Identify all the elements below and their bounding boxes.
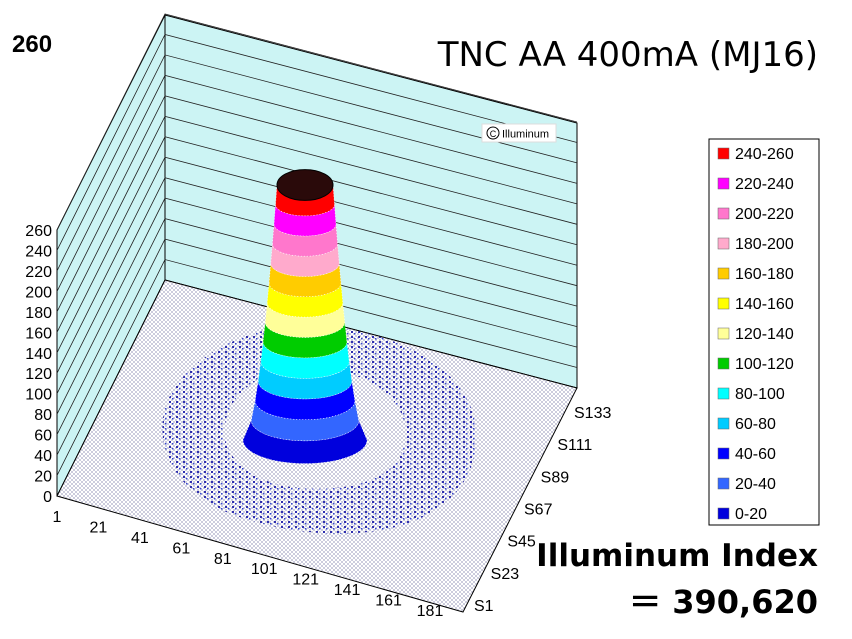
chart-title: TNC AA 400mA (MJ16): [437, 35, 818, 75]
wall-gridline: [56, 238, 578, 456]
z-tick-label: 240: [25, 243, 52, 260]
y-axis-ticks: S1 S23 S45 S67 S89 S111 S133: [474, 405, 611, 615]
index-label: Illuminum Index: [536, 538, 818, 574]
legend-label: 140-160: [735, 296, 794, 313]
wall-gridline: [56, 33, 578, 251]
x-tick-label: 101: [251, 561, 278, 578]
index-value: ＝ 390,620: [629, 583, 818, 621]
z-tick-label: 80: [34, 407, 52, 424]
legend-label: 0-20: [735, 506, 767, 523]
wall-gridline: [56, 115, 578, 333]
legend-swatch: [717, 147, 730, 160]
z-tick-label: 20: [34, 469, 52, 486]
z-tick-label: 120: [25, 366, 52, 383]
floor-scatter: [162, 325, 477, 534]
peak-band: [242, 420, 368, 464]
svg-text:C: C: [490, 129, 497, 139]
legend-swatch: [717, 177, 730, 190]
y-tick-label: S111: [557, 437, 592, 454]
peak-band: [268, 263, 342, 298]
wall-gridline: [56, 259, 578, 476]
legend-label: 100-120: [735, 356, 794, 373]
legend-swatch: [717, 237, 730, 250]
copyright-text: Illuminum: [502, 129, 549, 141]
y-tick-label: S45: [507, 534, 536, 551]
peak-band: [266, 283, 344, 318]
z-tick-label: 160: [25, 325, 52, 342]
z-tick-label: 60: [34, 428, 52, 445]
peak-column: [242, 169, 368, 464]
x-tick-label: 141: [334, 582, 361, 599]
wall-gridline: [56, 197, 578, 415]
legend-label: 60-80: [735, 416, 776, 433]
legend-swatch: [717, 357, 730, 370]
x-tick-label: 21: [90, 519, 108, 536]
wall-gridline: [56, 74, 578, 292]
copyright-badge: C Illuminum: [481, 123, 557, 143]
z-tick-label: 200: [25, 284, 52, 301]
z-tick-label: 260: [25, 223, 52, 240]
y-tick-label: S133: [574, 405, 611, 422]
x-tick-label: 81: [214, 551, 232, 568]
wall-gridline: [56, 218, 578, 435]
peak-band: [264, 302, 346, 338]
z-tick-label: 40: [34, 448, 52, 465]
z-tick-label: 0: [43, 489, 52, 506]
wall-gridline: [56, 13, 578, 231]
peak-cap: [276, 169, 334, 201]
peak-band: [250, 400, 360, 442]
y-tick-label: S23: [491, 566, 520, 583]
legend-swatch: [717, 387, 730, 400]
wall-gridline: [56, 136, 578, 353]
legend-swatch: [717, 417, 730, 430]
wall-gridline: [56, 177, 578, 394]
legend-label: 40-60: [735, 446, 776, 463]
x-tick-label: 121: [292, 572, 319, 589]
y-tick-label: S89: [541, 469, 570, 486]
z-tick-label: 220: [25, 264, 52, 281]
legend-label: 220-240: [735, 176, 794, 193]
legend-label: 200-220: [735, 206, 794, 223]
y-tick-label: S1: [474, 598, 494, 615]
x-tick-label: 161: [375, 593, 402, 610]
legend-swatch: [717, 267, 730, 280]
wall-gridline: [56, 54, 578, 272]
x-tick-label: 41: [131, 530, 149, 547]
z-axis-ticks: 0 20 40 60 80 100 120 140 160 180 200 220 240 260: [25, 223, 52, 506]
legend-label: 120-140: [735, 326, 794, 343]
legend-label: 240-260: [735, 146, 794, 163]
wall-gridline: [56, 95, 578, 313]
legend-swatch: [717, 327, 730, 340]
legend-swatch: [717, 447, 730, 460]
legend-items: 240-260 220-240 200-220 180-200 160-180 140-1…: [717, 146, 794, 523]
x-tick-label: 181: [417, 603, 444, 620]
y-tick-label: S67: [524, 502, 553, 519]
legend-swatch: [717, 207, 730, 220]
x-tick-label: 1: [53, 509, 62, 526]
z-tick-label: 180: [25, 305, 52, 322]
z-tick-label: 100: [25, 387, 52, 404]
legend-swatch: [717, 297, 730, 310]
peak-label: 260: [12, 31, 52, 58]
z-tick-label: 140: [25, 346, 52, 363]
legend-swatch: [717, 477, 730, 490]
wall-gridline: [56, 156, 578, 374]
x-tick-label: 61: [172, 540, 190, 557]
legend-label: 80-100: [735, 386, 785, 403]
legend-label: 20-40: [735, 476, 776, 493]
legend-label: 160-180: [735, 266, 794, 283]
legend-swatch: [717, 507, 730, 520]
legend-label: 180-200: [735, 236, 794, 253]
copyright-icon: [486, 126, 500, 140]
peak-band: [257, 361, 353, 400]
